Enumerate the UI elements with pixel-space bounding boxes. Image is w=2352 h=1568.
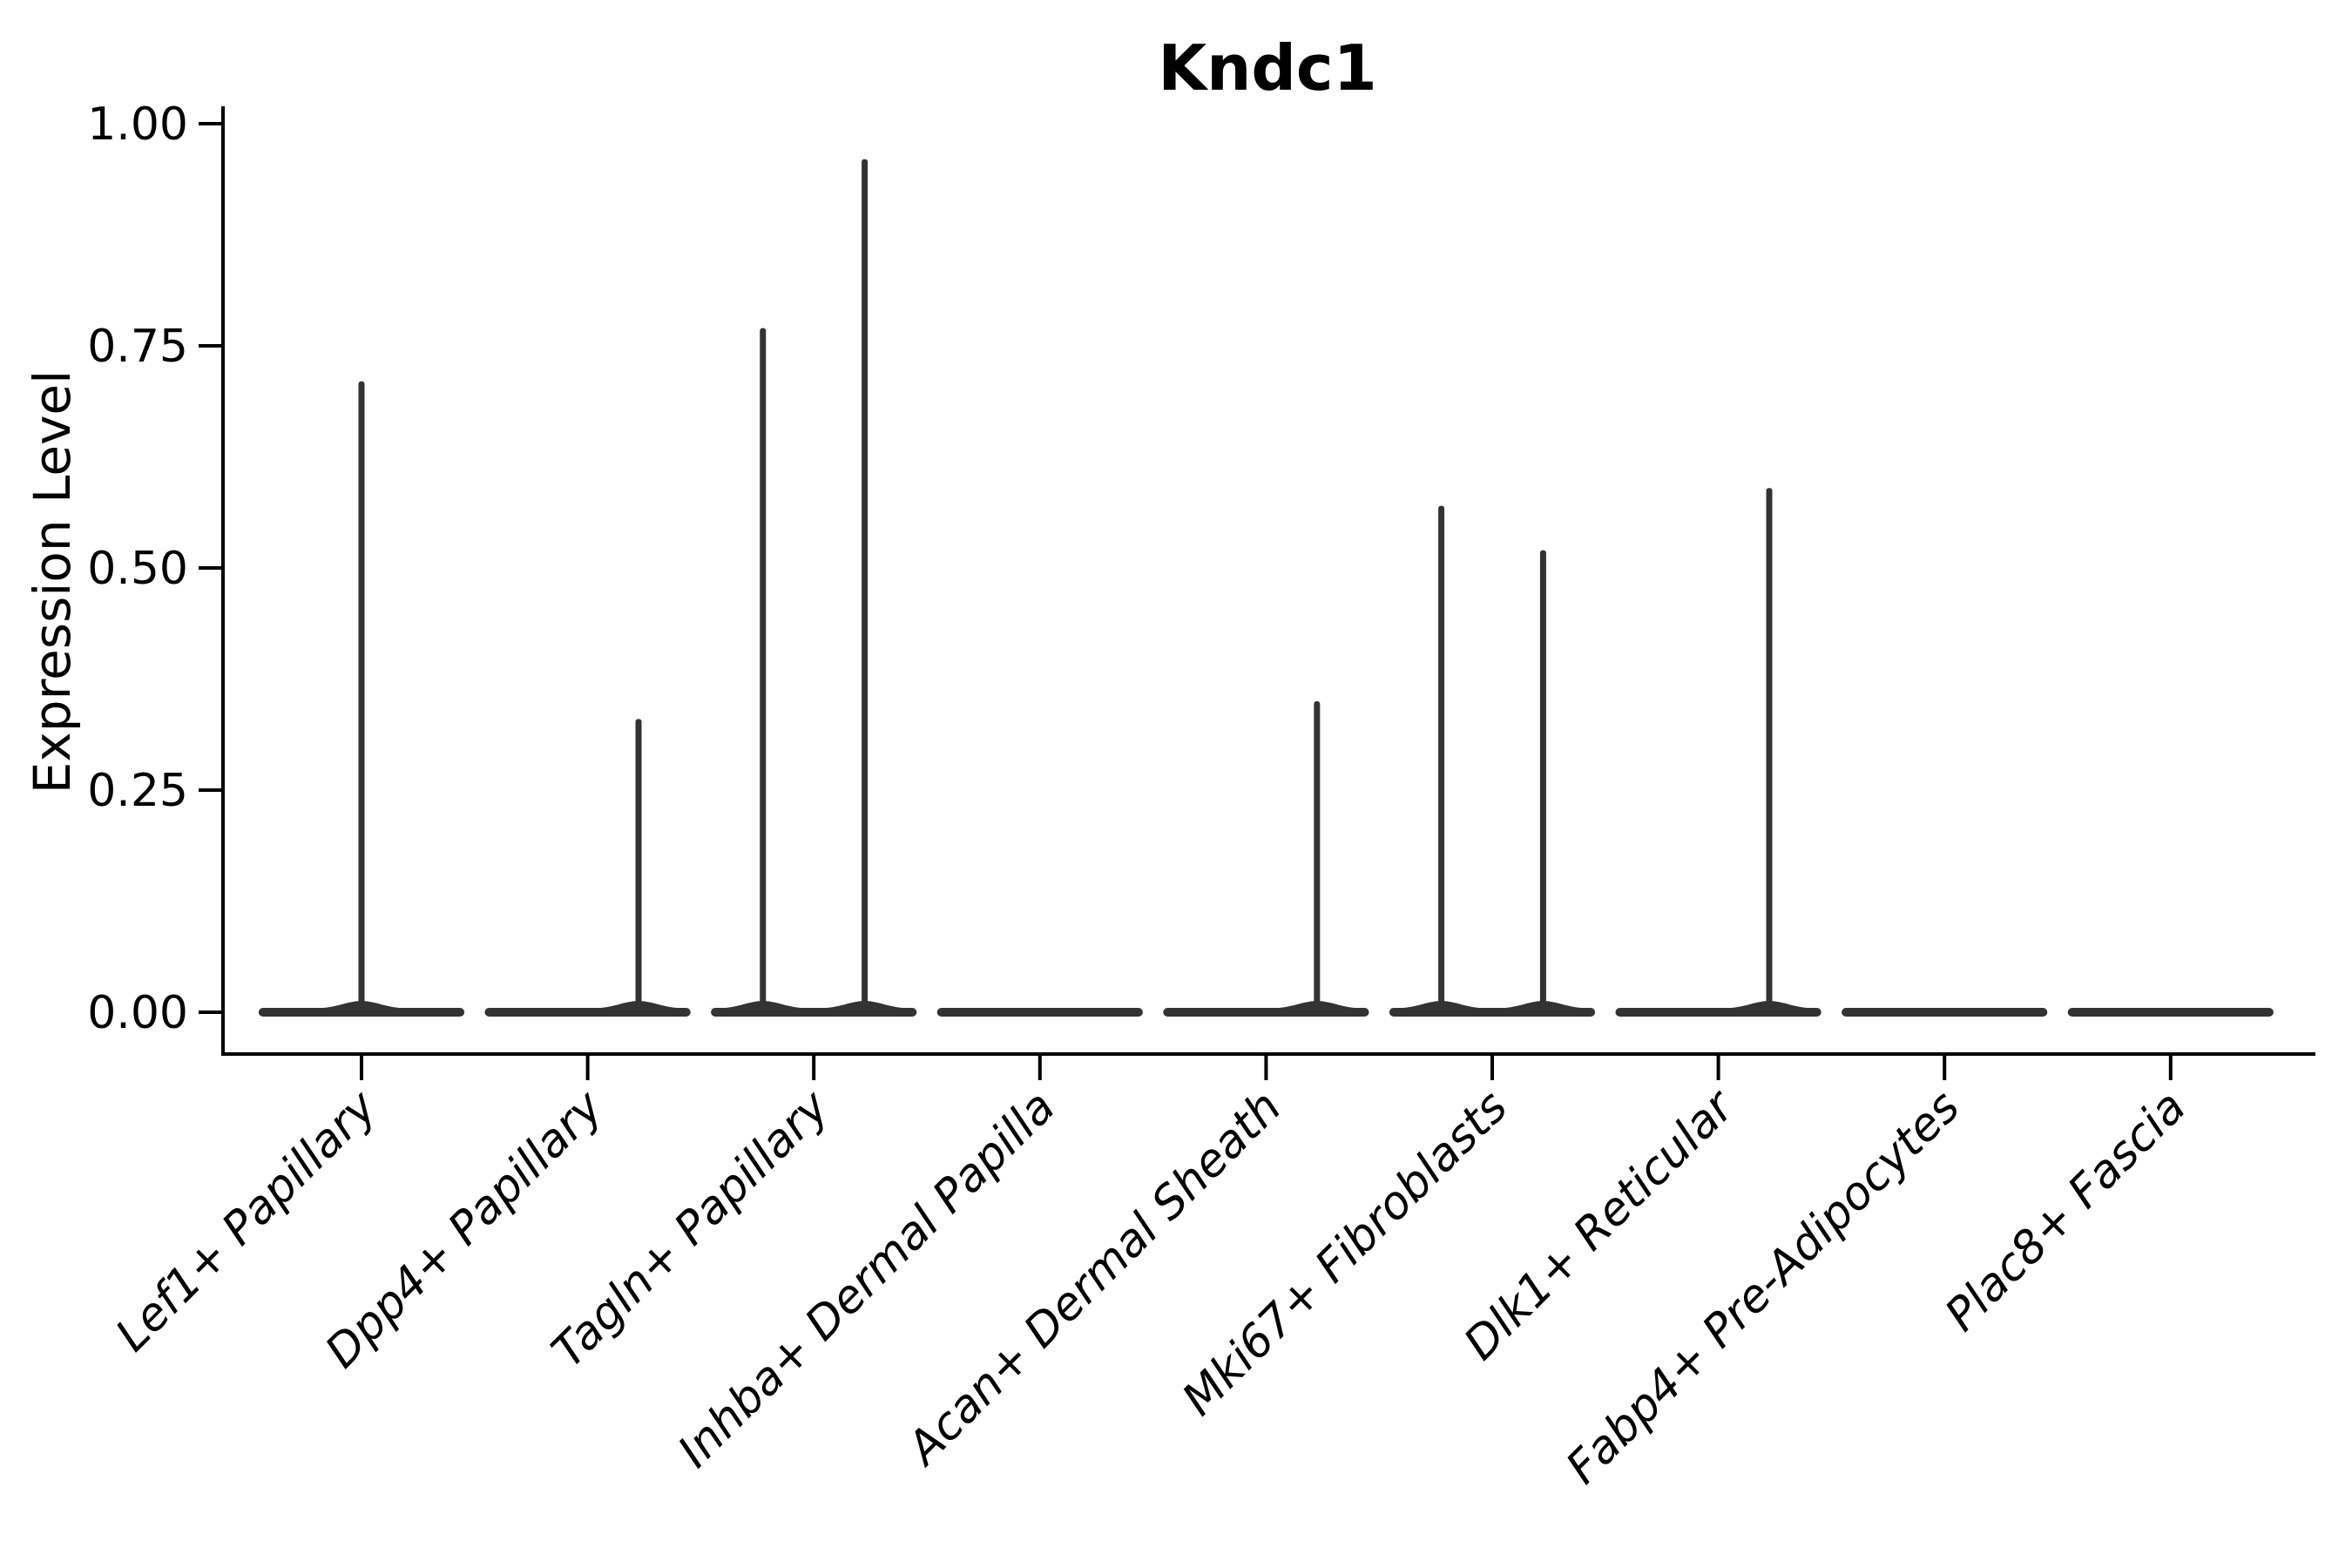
x-tick-mark [2168, 1056, 2173, 1080]
x-tick-label: Plac8+ Fascia [1936, 1081, 2196, 1342]
violin [1387, 505, 1598, 1017]
y-tick-mark [199, 1010, 221, 1014]
chart-title: Kndc1 [1158, 31, 1376, 105]
violin [1615, 488, 1823, 1017]
y-axis-label: Expression Level [23, 370, 82, 794]
x-tick-mark [1264, 1056, 1268, 1080]
x-tick-mark [1716, 1056, 1720, 1080]
y-tick-label: 0.50 [87, 543, 188, 595]
x-tick-mark [585, 1056, 590, 1080]
violin-spike [1314, 701, 1321, 1011]
y-tick-mark [199, 566, 221, 570]
x-tick-mark [1943, 1056, 1947, 1080]
x-tick-mark [1490, 1056, 1494, 1080]
violin-base [2067, 1008, 2274, 1017]
violin [258, 381, 465, 1017]
violin-spike [635, 719, 642, 1011]
violin [1842, 1008, 2048, 1017]
violin-base [1389, 1008, 1596, 1017]
y-tick-label: 0.25 [87, 765, 188, 817]
violin-spike [1539, 550, 1546, 1011]
x-tick-mark [360, 1056, 363, 1080]
violin-layer [258, 159, 2274, 1017]
violin-base [484, 1008, 691, 1017]
y-tick-layer: 0.00 0.25 0.50 0.75 1.00 [87, 98, 221, 1039]
x-tick-mark [1037, 1056, 1042, 1080]
y-tick-label: 0.00 [87, 987, 188, 1039]
axes-layer [221, 106, 2315, 1056]
violin [708, 159, 919, 1017]
y-axis-spine [221, 106, 225, 1056]
violin-base [1615, 1008, 1821, 1017]
violin [484, 719, 693, 1017]
violin-spike [358, 381, 365, 1011]
y-tick-label: 0.75 [87, 321, 188, 373]
x-tick-label: Acan+ Dermal Sheath [896, 1081, 1292, 1477]
violin-spike [1766, 488, 1773, 1011]
y-tick-mark [199, 788, 221, 792]
violin-spike [862, 159, 868, 1012]
violin-base [1842, 1008, 2048, 1017]
violin-base [258, 1008, 465, 1017]
violin [2067, 1008, 2274, 1017]
violin-spike [1438, 505, 1445, 1011]
violin-base [711, 1008, 917, 1017]
x-tick-label: Inhba+ Dermal Papilla [668, 1081, 1065, 1478]
x-axis-spine [221, 1052, 2315, 1056]
x-tick-mark [812, 1056, 816, 1080]
violin [936, 1008, 1143, 1017]
violin-spike [760, 328, 767, 1012]
y-tick-mark [199, 122, 221, 125]
x-tick-label: Fabp4+ Pre-Adipocytes [1557, 1081, 1970, 1495]
violin-base [1163, 1008, 1369, 1017]
violin [1163, 701, 1371, 1017]
y-tick-label: 1.00 [87, 98, 188, 151]
violin-base [936, 1008, 1143, 1017]
y-tick-mark [199, 344, 221, 348]
